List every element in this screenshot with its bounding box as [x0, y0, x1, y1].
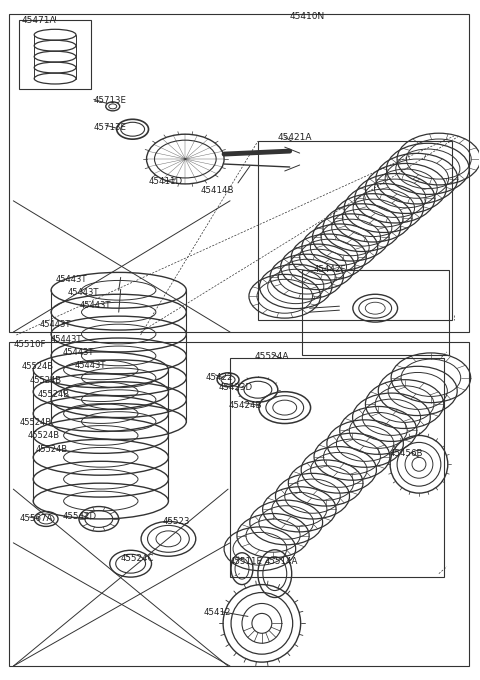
Text: 45524B: 45524B	[27, 432, 60, 441]
Text: 45443T: 45443T	[63, 348, 95, 357]
Text: 45713E: 45713E	[94, 123, 127, 133]
Text: 45443T: 45443T	[51, 335, 83, 344]
Text: 45443T: 45443T	[75, 361, 107, 370]
Text: 45524B: 45524B	[19, 418, 51, 426]
Text: 45510F: 45510F	[13, 340, 46, 349]
Text: 45443T: 45443T	[39, 320, 71, 329]
Text: 45423D: 45423D	[218, 383, 252, 392]
Text: 45456B: 45456B	[389, 449, 422, 458]
Text: 45414B: 45414B	[200, 186, 234, 195]
Text: 45524B: 45524B	[29, 376, 61, 385]
Text: 45424B: 45424B	[228, 401, 262, 409]
Text: 45471A: 45471A	[21, 16, 56, 25]
Text: 45713E: 45713E	[94, 97, 127, 105]
Text: 45514A: 45514A	[265, 557, 298, 566]
Bar	[19, 20, 91, 90]
Text: 45421A: 45421A	[278, 133, 312, 142]
Text: 45422: 45422	[205, 373, 233, 381]
Text: 45524B: 45524B	[37, 390, 69, 398]
Text: 45411D: 45411D	[148, 177, 183, 186]
Bar	[9, 342, 468, 666]
Text: 45412: 45412	[203, 609, 231, 617]
Bar	[258, 141, 452, 320]
Bar	[230, 358, 444, 577]
Text: 45567A: 45567A	[19, 514, 53, 523]
Text: 45410N: 45410N	[290, 12, 325, 21]
Text: 45524C: 45524C	[120, 554, 154, 563]
Text: 45524A: 45524A	[255, 352, 289, 361]
Text: 45443T: 45443T	[68, 288, 99, 297]
Text: 45443T: 45443T	[80, 301, 111, 310]
Bar	[301, 271, 449, 355]
Text: 45524B: 45524B	[35, 445, 67, 454]
Text: 45542D: 45542D	[63, 512, 97, 521]
Text: 45442F: 45442F	[313, 265, 346, 275]
Bar	[9, 14, 468, 332]
Text: 45524B: 45524B	[21, 362, 53, 371]
Text: 45511E: 45511E	[230, 557, 263, 566]
Text: 45523: 45523	[162, 517, 190, 526]
Text: 45443T: 45443T	[56, 275, 87, 284]
